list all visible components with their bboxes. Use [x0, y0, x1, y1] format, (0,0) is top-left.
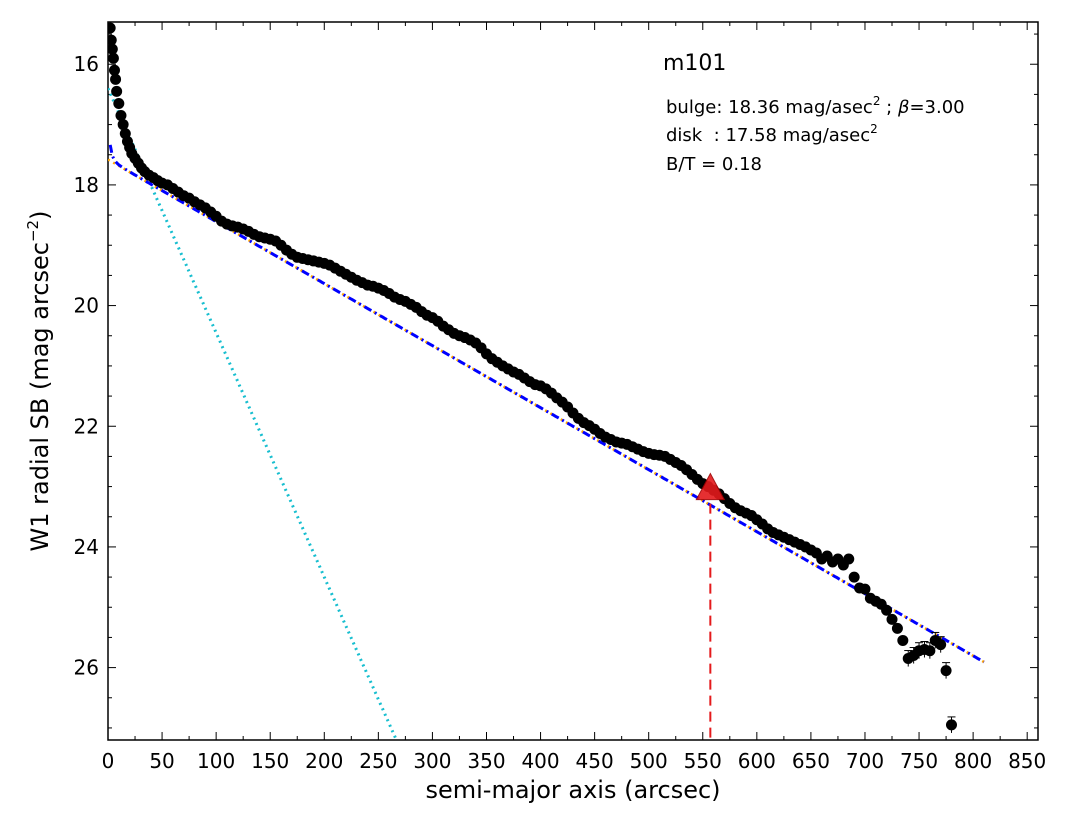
data-point [108, 52, 119, 64]
data-point [108, 22, 116, 34]
bulge-exponent: 2 [873, 94, 881, 108]
data-point [108, 64, 120, 76]
x-tick-label: 600 [738, 749, 776, 773]
chart-title: m101 [663, 51, 726, 76]
x-tick-label: 550 [684, 749, 722, 773]
x-tick-label: 300 [413, 749, 451, 773]
data-point [848, 571, 860, 583]
x-tick-label: 750 [900, 749, 938, 773]
x-tick-label: 100 [197, 749, 235, 773]
break-radius-marker [695, 472, 726, 501]
x-tick-label: 500 [630, 749, 668, 773]
data-point [940, 665, 952, 677]
y-tick-label: 20 [74, 294, 99, 318]
data-point [859, 583, 871, 595]
data-point [897, 634, 909, 646]
total-fit-curve [108, 144, 985, 664]
x-tick-label: 700 [846, 749, 884, 773]
x-tick-label: 50 [149, 749, 174, 773]
plot-frame [107, 21, 1039, 741]
data-point [924, 645, 936, 657]
break-radius-layer [695, 472, 726, 740]
bulge-separator: ; [880, 97, 898, 118]
bulge-annotation: bulge: 18.36 mag/asec2 ; β=3.00 [666, 94, 965, 118]
x-tick-label: 350 [467, 749, 505, 773]
y-tick-label: 24 [74, 535, 99, 559]
data-point [843, 553, 855, 565]
axis-ticks [107, 22, 1038, 740]
x-tick-labels: 0 50 100 150 200 250 300 350 400 450 500 550 600 650 7… [102, 749, 1047, 773]
x-tick-label: 400 [521, 749, 559, 773]
data-point [108, 43, 118, 55]
data-point [891, 622, 903, 634]
x-tick-label: 250 [359, 749, 397, 773]
x-tick-label: 0 [102, 749, 115, 773]
y-tick-label: 22 [74, 414, 99, 438]
y-tick-label: 16 [74, 52, 99, 76]
data-point [108, 34, 117, 46]
beta-value: =3.00 [909, 97, 964, 118]
data-point [117, 119, 129, 131]
x-tick-label: 850 [1008, 749, 1046, 773]
y-tick-label: 26 [74, 656, 99, 680]
fit-curves [108, 87, 985, 740]
bt-annotation: B/T = 0.18 [666, 154, 762, 175]
y-tick-label: 18 [74, 173, 99, 197]
x-tick-label: 450 [576, 749, 614, 773]
x-tick-label: 800 [954, 749, 992, 773]
data-point [945, 719, 957, 731]
y-axis-title-close: ) [26, 211, 54, 220]
data-point [110, 73, 122, 85]
x-tick-label: 200 [305, 749, 343, 773]
disk-annotation: disk : 17.58 mag/asec2 [666, 122, 878, 146]
data-point [881, 604, 893, 616]
bulge-fit-curve [108, 87, 399, 740]
disk-exponent: 2 [870, 122, 878, 136]
data-point [113, 97, 125, 109]
beta-symbol: β [897, 97, 910, 118]
x-axis-title: semi-major axis (arcsec) [425, 776, 720, 804]
y-tick-labels: 16 18 20 22 24 26 [74, 52, 99, 679]
data-point [886, 613, 898, 625]
y-axis-title: W1 radial SB (mag arcsec−2) [24, 211, 54, 552]
y-axis-title-exponent: −2 [24, 220, 42, 242]
x-tick-label: 650 [792, 749, 830, 773]
data-point [111, 85, 123, 97]
data-point [115, 110, 127, 122]
x-tick-label: 150 [251, 749, 289, 773]
data-point [935, 639, 947, 651]
data-points [108, 22, 957, 733]
